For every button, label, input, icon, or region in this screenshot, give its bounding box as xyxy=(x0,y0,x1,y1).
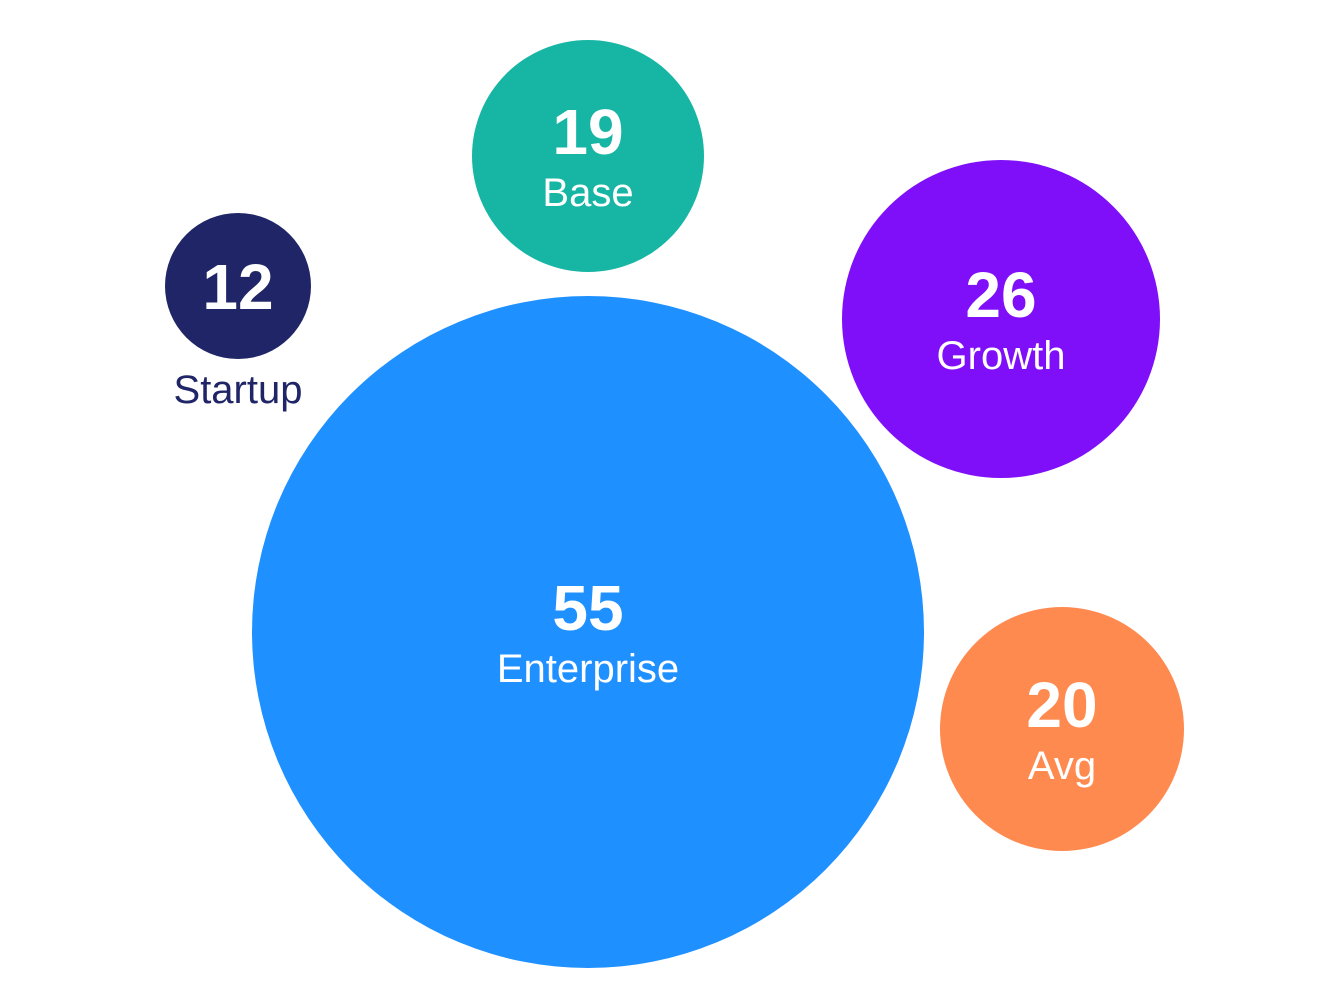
bubble-startup: 12 Startup xyxy=(165,213,311,412)
bubble-value-enterprise: 55 xyxy=(552,572,623,644)
bubble-value-avg: 20 xyxy=(1026,669,1097,741)
bubble-circle-avg xyxy=(940,607,1184,851)
bubble-value-growth: 26 xyxy=(965,259,1036,331)
bubble-circle-enterprise xyxy=(252,296,924,968)
bubble-circle-base xyxy=(472,40,704,272)
bubble-circle-growth xyxy=(842,160,1160,478)
bubble-value-base: 19 xyxy=(552,96,623,168)
bubble-label-enterprise: Enterprise xyxy=(497,647,679,691)
bubble-label-startup: Startup xyxy=(174,368,303,412)
bubble-label-growth: Growth xyxy=(937,334,1066,378)
bubble-value-startup: 12 xyxy=(202,251,273,323)
bubble-label-avg: Avg xyxy=(1028,744,1096,788)
bubble-circle-startup xyxy=(165,213,311,359)
bubble-label-base: Base xyxy=(542,171,633,215)
